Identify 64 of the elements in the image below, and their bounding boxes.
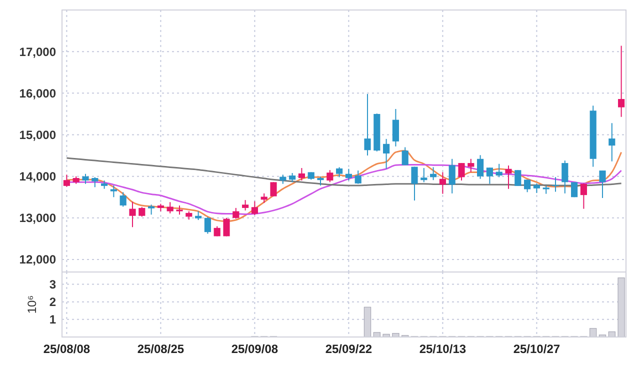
- candlestick: [251, 200, 258, 216]
- y-tick-label: 16,000: [19, 86, 56, 100]
- candlestick: [383, 138, 390, 170]
- y-tick-label: 12,000: [19, 252, 56, 267]
- candlestick: [571, 182, 578, 198]
- x-tick-label: 25/09/08: [231, 342, 278, 356]
- candlestick: [176, 204, 183, 216]
- candlestick: [496, 163, 502, 178]
- candlestick: [477, 154, 484, 180]
- candlestick: [345, 168, 352, 182]
- candlestick: [336, 166, 343, 178]
- x-tick-label: 25/08/08: [43, 342, 90, 356]
- candlestick: [599, 170, 606, 198]
- candlestick: [608, 122, 616, 162]
- y-axis-title: 10⁶: [25, 295, 39, 314]
- x-tick-label: 25/09/22: [325, 342, 372, 356]
- x-tick-label: 25/10/27: [513, 342, 560, 356]
- candlestick: [439, 172, 446, 194]
- candlestick: [411, 166, 418, 201]
- candlestick: [364, 94, 371, 156]
- candlestick: [552, 176, 559, 192]
- candlestick: [289, 172, 296, 183]
- y-tick-label: 13,000: [19, 211, 56, 226]
- candlestick: [468, 158, 474, 173]
- candlestick: [458, 162, 465, 182]
- candlestick: [120, 192, 126, 208]
- candlestick: [148, 204, 155, 216]
- x-tick-label: 25/08/25: [137, 342, 184, 356]
- candlestick: [514, 170, 522, 186]
- candlestick: [223, 217, 230, 237]
- candlestick: [562, 160, 568, 194]
- candlestick: [110, 185, 117, 198]
- candlestick: [486, 167, 493, 184]
- candlestick: [533, 182, 540, 194]
- candlestick: [392, 108, 399, 147]
- candlestick: [82, 173, 89, 184]
- candlestick: [204, 216, 211, 234]
- candlestick: [280, 174, 286, 184]
- y-tick-label: 1: [49, 312, 56, 327]
- candlestick: [232, 207, 240, 220]
- y-tick-label: 15,000: [19, 128, 56, 142]
- y-tick-label: 2: [49, 295, 56, 310]
- candlestick: [63, 174, 70, 188]
- candlestick: [402, 146, 408, 166]
- candlestick: [420, 168, 428, 183]
- y-tick-label: 17,000: [19, 44, 56, 59]
- candlestick: [618, 45, 625, 118]
- candlestick: [524, 179, 531, 193]
- candlestick: [354, 170, 362, 184]
- candlestick: [92, 176, 98, 188]
- candlestick: [326, 170, 334, 183]
- candlestick: [505, 165, 512, 190]
- candlestick: [166, 202, 174, 214]
- candlestick: [298, 168, 305, 182]
- y-tick-label: 14,000: [19, 170, 56, 184]
- candlestick: [270, 182, 277, 197]
- candlestick: [580, 182, 587, 210]
- candlestick: [260, 192, 268, 204]
- x-tick-label: 25/10/13: [419, 342, 466, 356]
- y-tick-label: 3: [49, 277, 56, 292]
- candlestick: [242, 200, 249, 211]
- candlestick: [448, 158, 456, 194]
- candlestick: [129, 201, 136, 228]
- candlestick: [138, 206, 146, 218]
